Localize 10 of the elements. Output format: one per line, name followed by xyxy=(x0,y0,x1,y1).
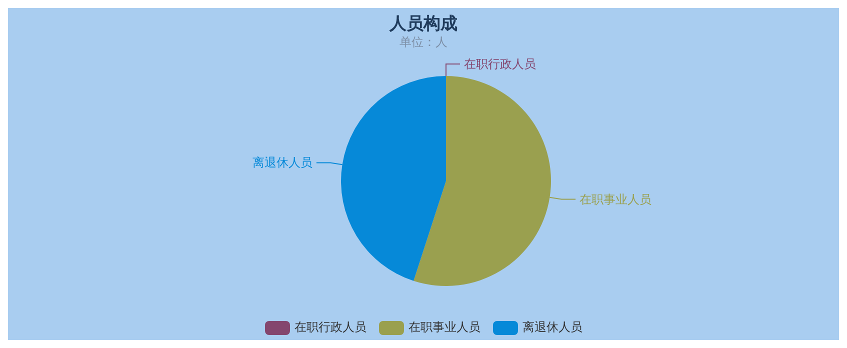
legend-label: 在职行政人员 xyxy=(294,319,366,336)
slice-label: 离退休人员 xyxy=(252,156,312,170)
pie-slice xyxy=(414,76,551,286)
chart-title: 人员构成 xyxy=(388,13,458,35)
chart-subtitle: 单位：人 xyxy=(398,34,448,51)
category-label: 在职行政人员 xyxy=(464,57,536,71)
pie-slice xyxy=(341,76,446,281)
slice-label: 在职事业人员 xyxy=(580,192,652,206)
legend-label: 离退休人员 xyxy=(522,319,582,336)
legend-label: 在职事业人员 xyxy=(408,319,480,336)
